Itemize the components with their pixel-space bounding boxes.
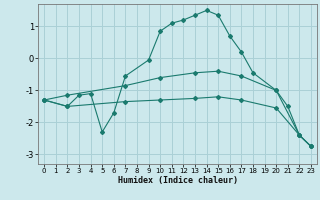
X-axis label: Humidex (Indice chaleur): Humidex (Indice chaleur) xyxy=(118,176,238,185)
